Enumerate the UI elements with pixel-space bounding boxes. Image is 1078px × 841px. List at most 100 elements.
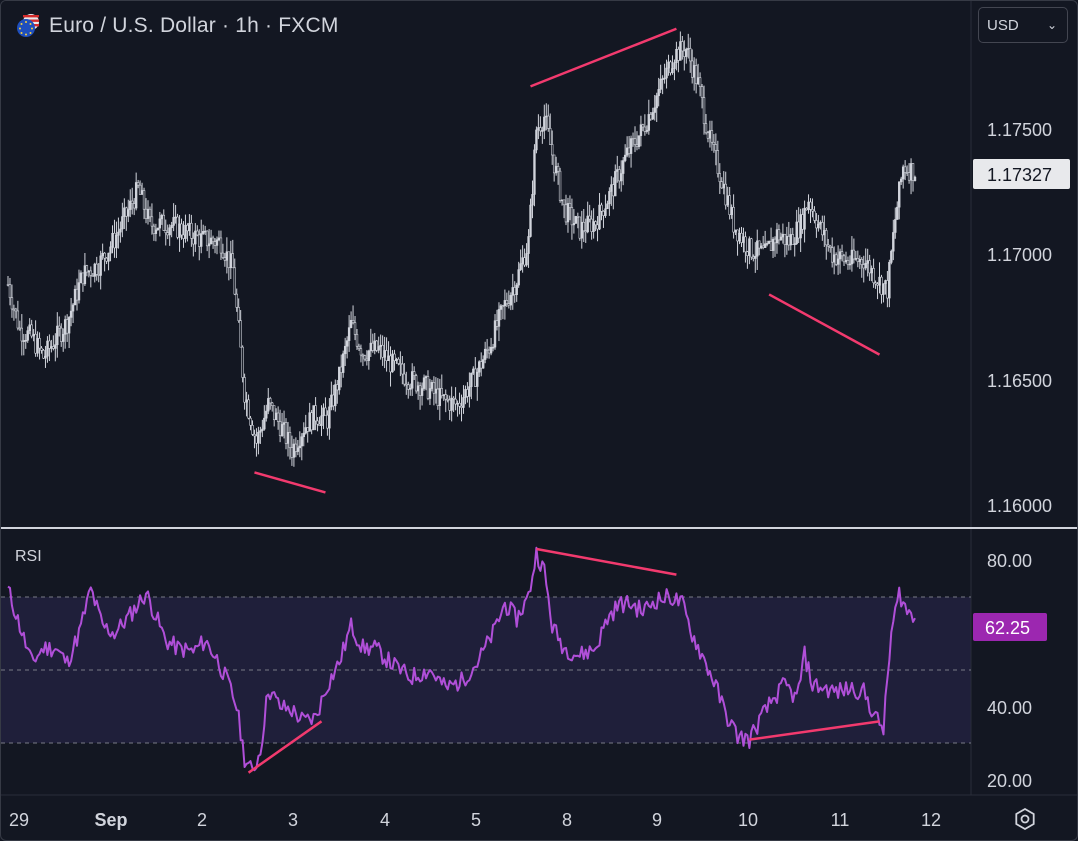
candle-body (448, 399, 451, 411)
candle-body (170, 225, 173, 229)
candle (251, 420, 254, 436)
candle (343, 337, 347, 366)
candle-body (734, 229, 737, 233)
candle (572, 209, 576, 234)
candle-body (227, 251, 231, 268)
candle-body (162, 214, 165, 231)
time-tick-9: 9 (652, 810, 662, 830)
candle (765, 240, 769, 247)
candle-body (38, 338, 41, 349)
candle (411, 363, 414, 396)
time-tick-5: 5 (471, 810, 481, 830)
candle-body (290, 447, 294, 458)
candle-body (744, 236, 747, 253)
candle (176, 213, 179, 240)
candle (728, 187, 731, 220)
candle-body (856, 258, 860, 262)
candle-body (761, 245, 765, 248)
price-divergence-line-1[interactable] (254, 471, 326, 494)
candle-body (752, 256, 755, 259)
candle (44, 345, 47, 368)
candle-body (434, 388, 438, 394)
candle (840, 244, 844, 262)
candle-body (785, 236, 789, 245)
candle-body (748, 238, 751, 256)
candle-body (704, 123, 708, 134)
candle-body (180, 223, 183, 236)
candle-body (131, 200, 134, 204)
candle (468, 372, 471, 408)
candle (24, 334, 27, 349)
candle-body (205, 230, 209, 247)
candle (848, 255, 852, 270)
candle-body (554, 166, 558, 174)
candle (623, 144, 627, 163)
candle-body (594, 221, 597, 226)
candle-body (740, 232, 743, 243)
candle (48, 334, 51, 362)
candle-body (103, 252, 106, 259)
candle-body (188, 222, 191, 232)
candle-body (95, 263, 98, 275)
candle-body (497, 309, 501, 327)
candle (426, 370, 430, 401)
candle (138, 180, 142, 195)
rsi-divergence-line-1[interactable] (247, 720, 323, 774)
candle-body (12, 308, 16, 311)
candle-body (702, 97, 706, 124)
candle (547, 104, 550, 132)
rsi-tick-80: 80.00 (987, 551, 1032, 571)
candle-body (665, 67, 668, 79)
candle-body (407, 384, 410, 390)
candle (698, 72, 702, 97)
candle-body (876, 283, 879, 286)
candle-body (541, 130, 544, 132)
candle-body (716, 150, 720, 174)
candle-body (643, 126, 647, 132)
candle-body (182, 234, 185, 239)
rsi-divergence-line-3[interactable] (749, 720, 880, 741)
candle-body (414, 375, 418, 392)
candle-body (16, 310, 20, 329)
candle (714, 133, 718, 166)
candle (505, 292, 509, 308)
candle-body (754, 255, 757, 259)
candle-body (257, 431, 260, 444)
price-divergence-line-2[interactable] (530, 27, 677, 88)
candle (836, 245, 840, 275)
candle-body (50, 346, 53, 349)
gear-icon[interactable] (1015, 807, 1035, 831)
currency-selector[interactable]: USD ⌄ (978, 7, 1068, 43)
rsi-divergence-line-2[interactable] (536, 547, 677, 576)
candle-body (614, 171, 617, 197)
candle (724, 171, 727, 210)
candle-body (894, 219, 897, 233)
candle-body (312, 405, 315, 431)
price-divergence-line-3[interactable] (768, 293, 881, 356)
candle-body (466, 389, 469, 397)
candle (69, 297, 73, 327)
candle (501, 304, 505, 320)
candle-body (602, 210, 605, 216)
candle-body (203, 230, 207, 233)
chart-title[interactable]: Euro / U.S. Dollar · 1h · FXCM (49, 14, 339, 37)
candle-body (190, 222, 193, 239)
candle-body (146, 208, 150, 219)
candle-body (633, 138, 637, 145)
candle-body (738, 232, 741, 242)
candle-body (549, 128, 552, 145)
candle-body (231, 253, 234, 269)
candle-body (760, 245, 763, 249)
candle-body (272, 405, 276, 420)
rsi-line[interactable] (7, 546, 916, 772)
candle (440, 374, 443, 399)
candle (552, 154, 556, 182)
candle (586, 201, 589, 234)
candle-body (580, 221, 583, 239)
candle-body (251, 425, 254, 435)
candle-body (799, 214, 802, 239)
time-axis[interactable]: 29 Sep 2 3 4 5 8 9 10 11 12 (9, 810, 941, 830)
candle-body (280, 424, 284, 436)
candle-body (62, 333, 65, 342)
